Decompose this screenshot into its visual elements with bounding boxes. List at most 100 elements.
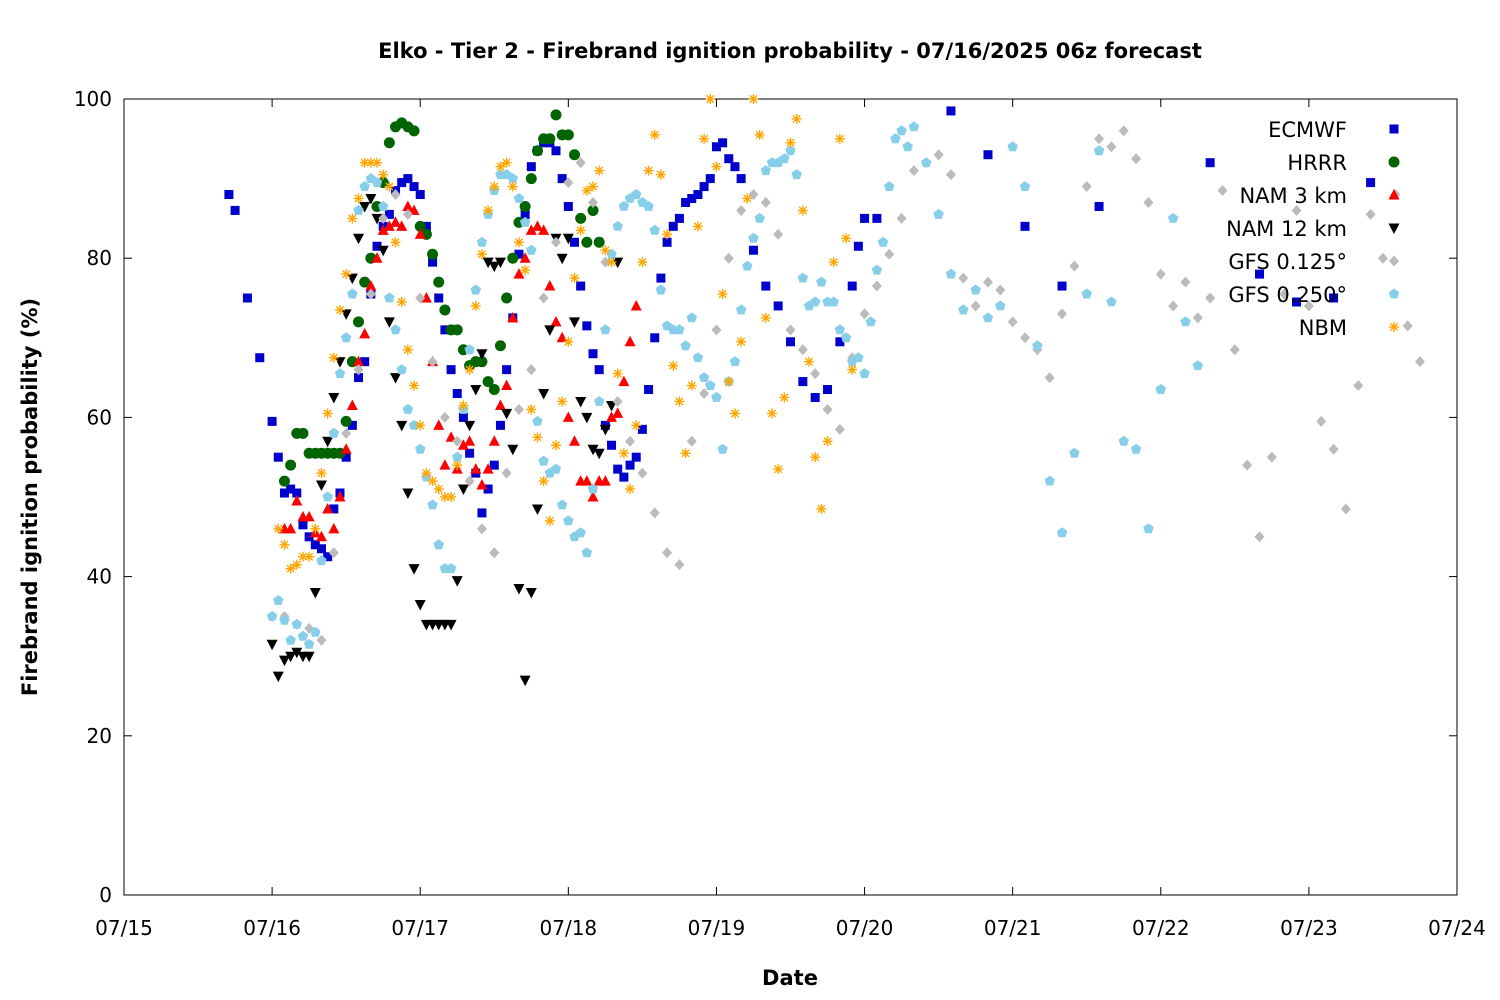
data-point (525, 224, 537, 235)
data-point (674, 559, 685, 571)
data-point (341, 269, 352, 280)
data-point (791, 113, 802, 124)
data-point (458, 400, 469, 411)
data-point (761, 281, 771, 291)
data-point (828, 296, 839, 307)
data-point (797, 344, 808, 356)
legend-label: HRRR (1287, 151, 1347, 175)
data-point (328, 352, 339, 363)
data-point (526, 364, 537, 376)
data-point (434, 293, 444, 303)
data-point (785, 137, 796, 148)
data-point (378, 169, 389, 180)
data-point (711, 161, 722, 172)
data-point (557, 396, 568, 407)
data-point (594, 165, 605, 176)
data-point (470, 385, 482, 396)
data-point (575, 396, 587, 408)
data-point (773, 301, 783, 311)
data-point (619, 472, 629, 482)
data-point (402, 488, 414, 500)
data-point (550, 315, 562, 327)
data-point (810, 296, 821, 307)
data-point (724, 154, 734, 164)
data-point (581, 475, 593, 486)
data-point (853, 241, 863, 251)
data-point (365, 280, 377, 291)
data-point (1081, 288, 1092, 299)
data-point (1205, 158, 1215, 168)
data-point (390, 237, 401, 248)
data-point (1217, 185, 1228, 197)
data-point (291, 647, 303, 659)
data-point (1292, 297, 1302, 307)
data-point (1019, 181, 1031, 191)
data-point (557, 174, 567, 184)
data-point (328, 393, 340, 404)
data-point (908, 121, 920, 132)
data-point (662, 237, 672, 247)
data-point (414, 228, 426, 239)
data-point (797, 272, 809, 283)
data-point (353, 204, 364, 215)
data-point (427, 248, 439, 260)
data-point (470, 463, 482, 474)
data-point (625, 460, 635, 470)
data-point (322, 408, 333, 419)
data-point (834, 423, 845, 435)
data-point (278, 655, 290, 667)
data-point (1365, 208, 1376, 220)
data-point (736, 174, 746, 184)
data-point (482, 463, 494, 474)
data-point (649, 224, 660, 235)
data-point (766, 408, 777, 419)
data-point (230, 205, 240, 215)
data-point (1020, 221, 1030, 231)
data-point (588, 196, 599, 208)
data-point (686, 312, 697, 323)
data-point (242, 293, 252, 303)
data-point (699, 388, 710, 400)
data-point (945, 268, 957, 279)
data-point (292, 488, 302, 498)
data-point (581, 547, 593, 558)
data-point (649, 129, 660, 140)
data-point (606, 257, 617, 268)
data-point (1143, 523, 1154, 534)
data-point (1020, 332, 1031, 344)
data-point (316, 555, 327, 566)
data-point (687, 194, 697, 203)
data-point (1118, 125, 1129, 137)
data-point (1192, 312, 1203, 324)
data-point (340, 443, 352, 454)
data-point (494, 340, 506, 352)
data-point (581, 236, 593, 248)
data-point (563, 336, 574, 347)
data-point (562, 233, 574, 245)
data-point (643, 201, 654, 211)
legend-label: NBM (1299, 316, 1347, 340)
data-point (550, 463, 562, 474)
legend-marker (1389, 255, 1399, 267)
data-point (983, 150, 993, 160)
data-point (451, 324, 463, 336)
data-point (1180, 316, 1191, 327)
data-point (692, 221, 703, 232)
data-point (315, 480, 327, 492)
data-point (729, 408, 740, 419)
data-point (501, 379, 513, 391)
data-point (748, 245, 758, 255)
data-point (588, 349, 598, 359)
data-point (494, 257, 506, 269)
data-point (1353, 380, 1364, 392)
legend-marker (1388, 288, 1400, 299)
data-point (347, 420, 357, 430)
data-point (507, 173, 518, 183)
data-point (353, 355, 365, 367)
series-nam-12-km (266, 194, 624, 687)
y-tick-label: 100 (74, 87, 112, 111)
data-point (921, 157, 932, 168)
data-point (692, 352, 704, 363)
data-point (711, 324, 722, 336)
data-point (377, 224, 389, 235)
